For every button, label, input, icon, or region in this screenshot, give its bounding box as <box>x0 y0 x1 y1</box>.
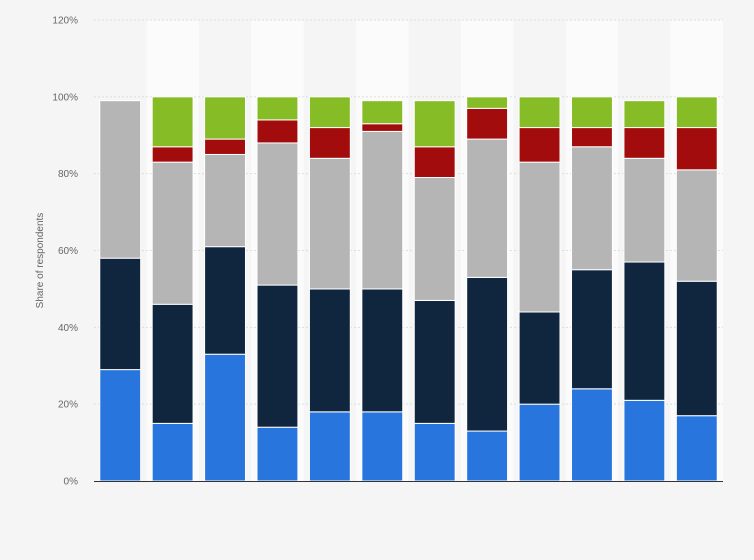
bar-segment-series-5 <box>571 96 613 129</box>
bar-segment-series-2 <box>413 299 456 424</box>
bar-segment-series-3 <box>623 157 666 263</box>
bar-segment-series-5 <box>518 96 561 129</box>
bar-segment-series-4 <box>413 146 456 179</box>
bar-segment-series-3 <box>466 138 509 278</box>
bar-segment-series-5 <box>466 96 509 109</box>
y-axis-title: Share of respondents <box>35 213 46 309</box>
bar-segment-series-4 <box>361 123 404 132</box>
bar-segment-series-1 <box>466 430 509 482</box>
y-tick-label: 60% <box>58 246 78 257</box>
bar-segment-series-2 <box>204 246 246 355</box>
bar-segment-series-5 <box>151 96 194 148</box>
bar-segment-series-3 <box>413 177 456 301</box>
y-tick-label: 20% <box>58 400 78 411</box>
bar-segment-series-1 <box>361 411 404 482</box>
bar-segment-series-2 <box>256 284 299 428</box>
bar-segment-series-2 <box>99 257 142 371</box>
gridlines <box>94 19 723 405</box>
bar-segment-series-3 <box>518 161 561 313</box>
bar-segment-series-1 <box>518 403 561 482</box>
bar-segment-series-1 <box>571 388 613 482</box>
bar-segment-series-2 <box>151 303 194 424</box>
y-tick-label: 40% <box>58 323 78 334</box>
y-axis-ticks: 0% 20% 40% 60% 80% 100% 120% <box>52 16 78 488</box>
y-tick-label: 0% <box>64 477 79 488</box>
bar-segment-series-2 <box>675 280 718 417</box>
bar-segment-series-3 <box>204 153 246 248</box>
bar-segment-series-2 <box>623 261 666 401</box>
bar-segment-series-2 <box>571 269 613 390</box>
y-tick-label: 80% <box>58 169 78 180</box>
bar-segment-series-5 <box>361 100 404 125</box>
bar-segment-series-4 <box>675 127 718 171</box>
bar-segment-series-3 <box>308 157 351 290</box>
bar-segment-series-4 <box>204 138 246 155</box>
bar-segment-series-1 <box>204 353 246 482</box>
bar-segment-series-4 <box>151 146 194 163</box>
y-tick-label: 100% <box>52 92 78 103</box>
bar-segment-series-5 <box>413 100 456 148</box>
bar-segment-series-1 <box>256 426 299 482</box>
bar-segment-series-5 <box>256 96 299 121</box>
bar-segment-series-2 <box>361 288 404 413</box>
bar-segment-series-4 <box>623 127 666 159</box>
y-tick-label: 120% <box>52 16 78 27</box>
bars <box>99 96 718 482</box>
bar-segment-series-1 <box>308 411 351 482</box>
bar-segment-series-5 <box>623 100 666 129</box>
bar-segment-series-4 <box>571 127 613 148</box>
bar-segment-series-5 <box>308 96 351 129</box>
bar-segment-series-4 <box>466 107 509 140</box>
bar-segment-series-3 <box>361 130 404 290</box>
bar-segment-series-1 <box>151 422 194 482</box>
bar-segment-series-1 <box>99 369 142 482</box>
bar-segment-series-4 <box>308 127 351 159</box>
bar-segment-series-3 <box>99 100 142 259</box>
bar-segment-series-1 <box>623 399 666 482</box>
bar-segment-series-4 <box>518 127 561 163</box>
bar-segment-series-3 <box>151 161 194 305</box>
bar-segment-series-3 <box>675 169 718 282</box>
bar-segment-series-2 <box>518 311 561 405</box>
bar-segment-series-5 <box>204 96 246 140</box>
bar-segment-series-1 <box>413 422 456 482</box>
bar-segment-series-3 <box>571 146 613 271</box>
bar-segment-series-4 <box>256 119 299 144</box>
bar-segment-series-5 <box>675 96 718 129</box>
bar-segment-series-1 <box>675 415 718 482</box>
bar-segment-series-3 <box>256 142 299 286</box>
bar-segment-series-2 <box>308 288 351 413</box>
bar-segment-series-2 <box>466 276 509 432</box>
